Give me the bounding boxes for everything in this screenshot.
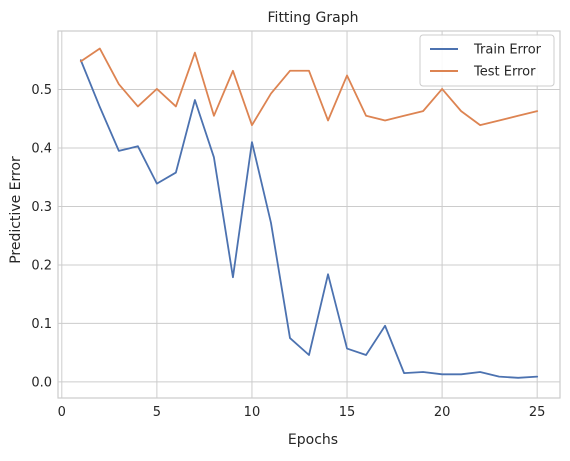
x-tick-label: 20 <box>434 405 451 420</box>
y-tick-label: 0.0 <box>31 375 52 390</box>
y-tick-label: 0.1 <box>31 317 52 332</box>
series-line-train-error <box>79 59 539 379</box>
legend: Train Error Test Error <box>419 34 555 87</box>
x-axis-label: Epochs <box>288 432 338 448</box>
legend-label-test-error: Test Error <box>473 65 536 80</box>
legend-label-train-error: Train Error <box>473 43 542 58</box>
legend-box <box>419 34 555 87</box>
x-tick-label: 10 <box>244 405 261 420</box>
plot-frame <box>57 30 561 399</box>
y-tick-label: 0.2 <box>31 258 52 273</box>
y-tick-label: 0.4 <box>31 141 52 156</box>
series-lines <box>79 47 539 379</box>
y-axis-label: Predictive Error <box>8 156 24 264</box>
series-line-test-error <box>79 47 539 127</box>
chart-title: Fitting Graph <box>268 10 359 26</box>
y-tick-label: 0.3 <box>31 200 52 215</box>
x-tick-label: 25 <box>529 405 546 420</box>
x-tick-label: 0 <box>58 405 66 420</box>
y-tick-label: 0.5 <box>31 83 52 98</box>
grid-lines <box>58 31 560 398</box>
x-tick-label: 15 <box>339 405 356 420</box>
tick-labels: 0 5 10 15 20 25 0.0 0.1 0.2 0.3 0.4 0.5 <box>31 83 545 420</box>
x-tick-label: 5 <box>153 405 161 420</box>
